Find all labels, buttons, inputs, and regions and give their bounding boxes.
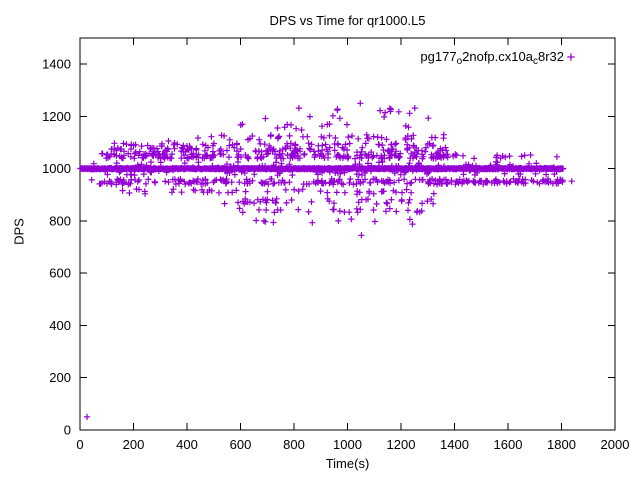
legend-text-subscript: o — [456, 56, 463, 67]
y-tick-label: 800 — [49, 213, 71, 228]
y-axis-label: DPS — [11, 218, 27, 245]
legend: pg177o2nofp.cx10ac8r32 — [420, 49, 564, 67]
legend-text-subscript: c — [532, 56, 538, 67]
x-tick-label: 1200 — [387, 437, 416, 452]
legend-text-part: 2nofp.cx10a — [462, 49, 533, 64]
x-tick-label: 1400 — [440, 437, 469, 452]
y-tick-label: 600 — [49, 266, 71, 281]
scatter-points — [77, 100, 575, 420]
x-axis-label: Time(s) — [325, 456, 370, 471]
x-tick-label: 600 — [230, 437, 252, 452]
axis-ticks — [79, 38, 616, 431]
y-tick-label: 1000 — [42, 161, 71, 176]
x-tick-label: 1600 — [494, 437, 523, 452]
chart-title: DPS vs Time for qr1000.L5 — [269, 13, 426, 28]
x-tick-label: 800 — [283, 437, 305, 452]
legend-marker-plus-icon — [567, 53, 575, 61]
x-tick-label: 2000 — [601, 437, 630, 452]
y-tick-label: 200 — [49, 370, 71, 385]
plot-border — [79, 37, 616, 431]
x-tick-label: 0 — [76, 437, 83, 452]
x-tick-label: 400 — [176, 437, 198, 452]
y-tick-label: 1200 — [42, 109, 71, 124]
x-tick-label: 200 — [123, 437, 145, 452]
y-tick-label: 400 — [49, 318, 71, 333]
legend-text-part: 8r32 — [537, 49, 564, 64]
tick-labels: 0 200 400 600 800 1000 1200 1400 1600 1800 2000 0 20… — [42, 57, 629, 452]
y-tick-label: 1400 — [42, 57, 71, 72]
legend-text-part: pg177 — [420, 49, 457, 64]
x-tick-label: 1000 — [333, 437, 362, 452]
y-tick-label: 0 — [64, 423, 71, 438]
x-tick-label: 1800 — [547, 437, 576, 452]
